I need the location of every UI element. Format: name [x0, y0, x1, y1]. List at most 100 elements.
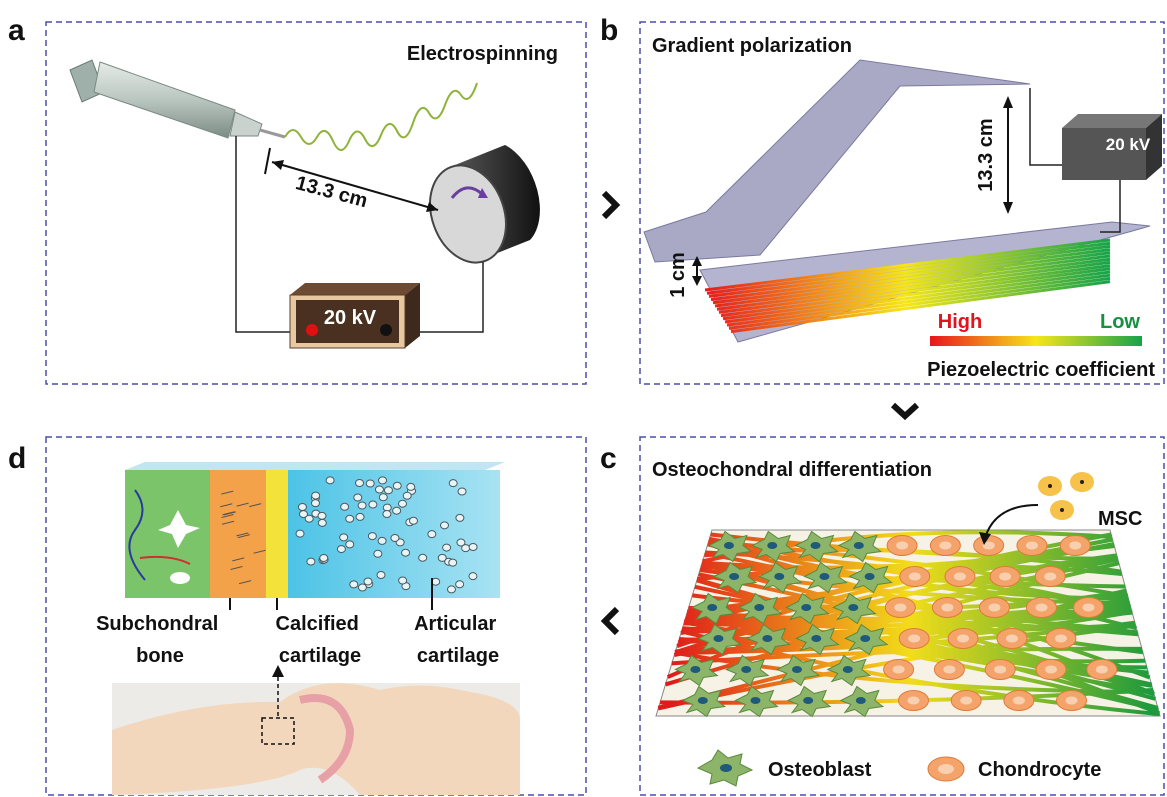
chondrocyte: [449, 480, 457, 487]
chondrocyte: [899, 691, 929, 711]
chevron-down: [893, 405, 917, 416]
chondrocyte: [884, 660, 914, 680]
chondrocyte: [358, 502, 366, 509]
legend-label: Chondrocyte: [978, 759, 1101, 781]
chondrocyte: [974, 536, 1004, 556]
panel-title: Gradient polarization: [652, 35, 852, 57]
chondrocyte: [979, 598, 1009, 618]
chondrocyte: [945, 567, 975, 587]
chondrocyte: [951, 691, 981, 711]
chondrocyte-nucleus: [896, 542, 908, 550]
chondrocyte-nucleus: [954, 573, 966, 581]
chondrocyte-nucleus: [999, 573, 1011, 581]
chondrocyte: [337, 546, 345, 553]
chondrocyte: [449, 559, 457, 566]
osteoblast-nucleus: [774, 573, 784, 580]
chondrocyte: [340, 534, 348, 541]
chondrocyte-nucleus: [908, 635, 920, 643]
chondrocyte-nucleus: [1069, 542, 1081, 550]
chondrocyte: [377, 572, 385, 579]
chondrocyte: [341, 503, 349, 510]
panel-d: Subchondral bone Calcified cartilage Art…: [96, 462, 520, 795]
chondrocyte: [948, 629, 978, 649]
chondrocyte: [1060, 536, 1090, 556]
panel-letter: c: [600, 442, 617, 475]
chondrocyte-nucleus: [994, 666, 1006, 674]
fiber-jet: [285, 83, 477, 150]
chondrocyte: [356, 480, 364, 487]
chondrocyte: [456, 581, 464, 588]
chondrocyte-nucleus: [1044, 573, 1056, 581]
chondrocyte-nucleus: [1055, 635, 1067, 643]
osteoblast-nucleus: [811, 635, 821, 642]
osteoblast-nucleus: [698, 697, 708, 704]
layer-label: Calcified cartilage: [276, 613, 365, 667]
chondrocyte: [298, 503, 306, 510]
panel-title: Electrospinning: [407, 43, 558, 65]
chondrocyte: [1035, 567, 1065, 587]
chondrocyte: [932, 598, 962, 618]
chondrocyte: [312, 500, 320, 507]
chondrocyte: [930, 536, 960, 556]
scale-high: High: [938, 311, 982, 333]
chondrocyte: [356, 513, 364, 520]
gap-label: 1 cm: [667, 252, 689, 298]
chondrocyte-nucleus: [1035, 604, 1047, 612]
chondrocyte: [320, 554, 328, 561]
chondrocyte: [1017, 536, 1047, 556]
chondrocyte: [1004, 691, 1034, 711]
chondrocyte: [399, 577, 407, 584]
legend-chondrocyte-icon: [928, 757, 964, 781]
chondrocyte: [985, 660, 1015, 680]
chondrocyte-nucleus: [1013, 697, 1025, 705]
chondrocyte: [1087, 660, 1117, 680]
chondrocyte: [1057, 691, 1087, 711]
chondrocyte: [443, 544, 451, 551]
chondrocyte: [398, 500, 406, 507]
chondrocyte: [428, 531, 436, 538]
chondrocyte-nucleus: [1082, 604, 1094, 612]
chondrocyte-nucleus: [908, 697, 920, 705]
chondrocyte: [391, 534, 399, 541]
upper-electrode: [644, 60, 1030, 262]
chondrocyte: [379, 477, 387, 484]
panel-letter: b: [600, 14, 618, 47]
chondrocyte: [469, 573, 477, 580]
chondrocyte: [900, 567, 930, 587]
panel-letter: a: [8, 14, 25, 47]
chondrocyte: [307, 558, 315, 565]
chondrocyte: [393, 482, 401, 489]
chondrocyte-nucleus: [941, 604, 953, 612]
chondrocyte: [402, 549, 410, 556]
panel-b: Gradient polarization 20 kV 13.3 cm 1 cm…: [644, 35, 1162, 381]
panel-letter: d: [8, 442, 26, 475]
osteoblast-nucleus: [690, 666, 700, 673]
syringe: [70, 60, 285, 138]
chondrocyte: [887, 536, 917, 556]
chondrocyte: [997, 629, 1027, 649]
msc-label: MSC: [1098, 508, 1142, 530]
osteoblast-nucleus: [724, 542, 734, 549]
chondrocyte: [364, 578, 372, 585]
chondrocyte: [462, 545, 470, 552]
chondrocyte: [1046, 629, 1076, 649]
block-top: [125, 462, 505, 470]
chondrocyte: [1026, 598, 1056, 618]
chondrocyte: [354, 494, 362, 501]
distance-arrow: [1003, 96, 1013, 214]
chondrocyte: [318, 512, 326, 519]
chondrocyte: [419, 554, 427, 561]
chondrocyte-nucleus: [1066, 697, 1078, 705]
chondrocyte: [350, 581, 358, 588]
chondrocyte: [366, 480, 374, 487]
osteoblast-nucleus: [856, 697, 866, 704]
bone-pore: [170, 572, 190, 584]
tidemark-layer: [266, 470, 288, 598]
osteoblast-nucleus: [729, 573, 739, 580]
chondrocyte: [346, 541, 354, 548]
chondrocyte: [407, 483, 415, 490]
subchondral-bone-layer: [125, 470, 210, 598]
osteoblast-nucleus: [754, 604, 764, 611]
chondrocyte: [296, 530, 304, 537]
osteoblast-nucleus: [707, 604, 717, 611]
